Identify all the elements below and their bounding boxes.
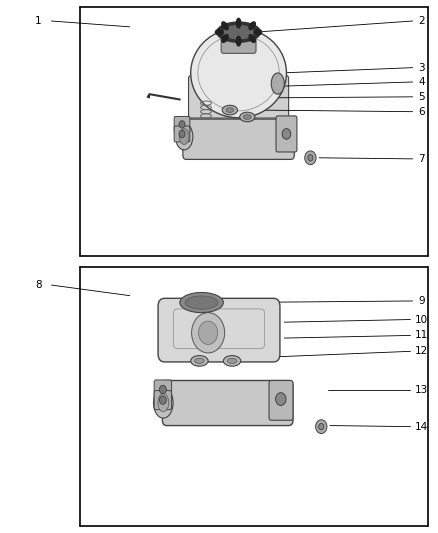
Text: 6: 6 (418, 107, 425, 117)
FancyBboxPatch shape (174, 116, 190, 132)
FancyBboxPatch shape (174, 126, 190, 142)
Ellipse shape (223, 356, 241, 366)
Text: 5: 5 (418, 92, 425, 102)
Ellipse shape (237, 36, 241, 46)
Ellipse shape (249, 22, 255, 30)
Text: 14: 14 (415, 422, 428, 432)
Circle shape (198, 321, 218, 344)
Ellipse shape (180, 293, 223, 313)
FancyBboxPatch shape (269, 381, 293, 420)
Ellipse shape (185, 296, 218, 309)
Circle shape (179, 120, 185, 128)
Ellipse shape (222, 106, 237, 115)
Ellipse shape (158, 394, 169, 412)
FancyBboxPatch shape (162, 381, 293, 425)
Circle shape (179, 130, 185, 138)
FancyBboxPatch shape (276, 116, 297, 152)
Ellipse shape (223, 26, 254, 39)
Ellipse shape (194, 358, 204, 364)
Text: 12: 12 (415, 346, 428, 357)
Ellipse shape (240, 112, 255, 122)
FancyBboxPatch shape (154, 380, 172, 399)
Ellipse shape (226, 108, 234, 112)
Text: 8: 8 (35, 280, 42, 290)
Text: 7: 7 (418, 154, 425, 164)
Circle shape (308, 155, 313, 161)
Text: 9: 9 (418, 296, 425, 306)
Ellipse shape (215, 29, 223, 35)
Circle shape (191, 313, 225, 353)
FancyBboxPatch shape (221, 35, 256, 53)
Ellipse shape (244, 115, 251, 119)
Polygon shape (147, 94, 149, 98)
Ellipse shape (176, 123, 193, 150)
Text: 11: 11 (415, 330, 428, 341)
FancyBboxPatch shape (154, 391, 172, 410)
Text: 1: 1 (35, 16, 42, 26)
Text: 3: 3 (418, 63, 425, 72)
Text: 4: 4 (418, 77, 425, 87)
Text: 13: 13 (415, 384, 428, 394)
Ellipse shape (227, 358, 237, 364)
Ellipse shape (191, 356, 208, 366)
Ellipse shape (271, 73, 284, 94)
Ellipse shape (222, 35, 228, 43)
Ellipse shape (191, 28, 286, 118)
FancyBboxPatch shape (188, 76, 289, 118)
Ellipse shape (217, 22, 260, 42)
Circle shape (159, 396, 166, 405)
FancyBboxPatch shape (183, 119, 294, 159)
Ellipse shape (237, 18, 241, 28)
Circle shape (316, 419, 327, 433)
Circle shape (282, 128, 291, 139)
Ellipse shape (222, 22, 228, 30)
Ellipse shape (180, 128, 189, 144)
Text: 2: 2 (418, 16, 425, 26)
FancyBboxPatch shape (158, 298, 280, 362)
Ellipse shape (249, 35, 255, 43)
Circle shape (276, 393, 286, 406)
Circle shape (319, 423, 324, 430)
Circle shape (305, 151, 316, 165)
Circle shape (159, 385, 166, 394)
Ellipse shape (153, 387, 173, 418)
Text: 10: 10 (415, 314, 428, 325)
Ellipse shape (254, 29, 262, 35)
